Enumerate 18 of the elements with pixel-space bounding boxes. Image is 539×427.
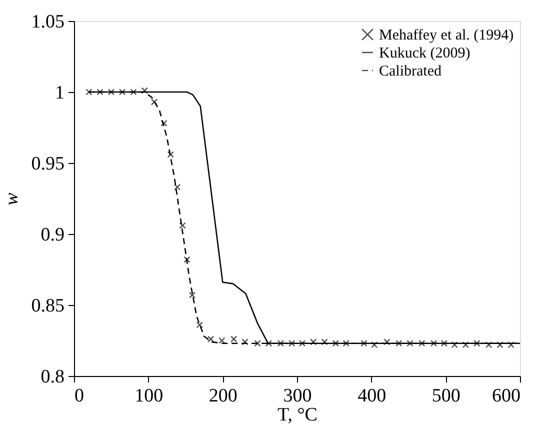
y-tick-label: 0.85 bbox=[31, 296, 64, 316]
y-tick-label: 0.9 bbox=[40, 224, 64, 246]
x-tick-label: 600 bbox=[492, 386, 520, 406]
legend-label: Kukuck (2009) bbox=[379, 46, 470, 62]
legend-label: Calibrated bbox=[379, 64, 442, 80]
x-tick-label: 200 bbox=[208, 386, 238, 406]
x-tick-label: 100 bbox=[134, 386, 164, 406]
x-tick-label: 0 bbox=[74, 386, 84, 406]
x-axis-title: T, °C bbox=[278, 404, 318, 426]
y-tick-label: 1 bbox=[55, 82, 64, 104]
y-tick-label: 0.8 bbox=[40, 366, 64, 388]
x-tick-label: 400 bbox=[358, 386, 386, 406]
x-tick-label: 300 bbox=[283, 386, 312, 406]
legend-label: Mehaffey et al. (1994) bbox=[379, 28, 514, 44]
x-tick-label: 500 bbox=[432, 386, 460, 406]
y-tick-label: 1.05 bbox=[31, 12, 64, 32]
y-axis-title: w bbox=[1, 192, 22, 206]
y-tick-label: 0.95 bbox=[31, 154, 64, 174]
